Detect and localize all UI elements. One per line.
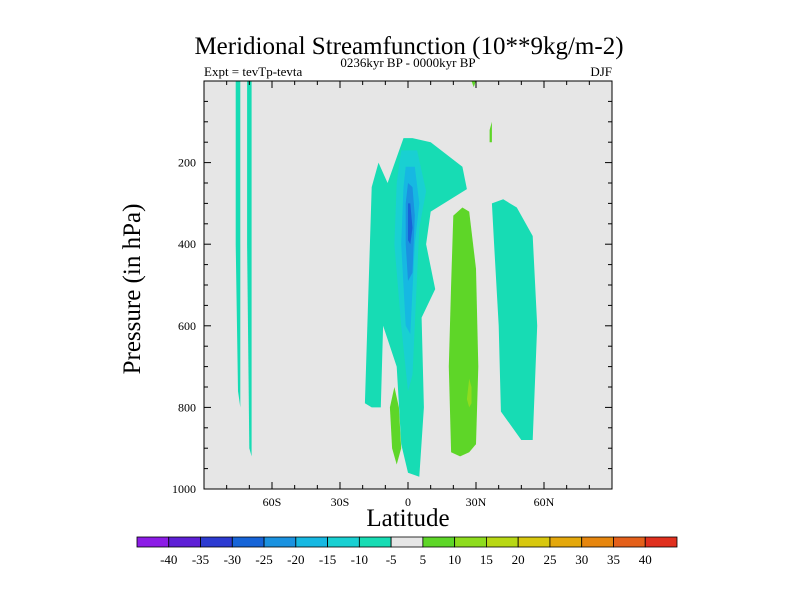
colorbar-box <box>581 536 614 548</box>
colorbar-box <box>644 536 678 548</box>
contour-regions <box>235 81 538 477</box>
colorbar-box <box>358 536 392 548</box>
y-axis-title: Pressure (in hPa) <box>119 204 146 375</box>
x-tick-label-30S: 30S <box>331 495 350 509</box>
colorbar-box <box>517 536 551 548</box>
contour-region-pos-cell-10s <box>389 387 402 465</box>
colorbar-box <box>168 536 201 548</box>
colorbar-box <box>136 536 170 548</box>
colorbar-box <box>327 536 360 548</box>
y-tick-label-200: 200 <box>178 156 196 170</box>
colorbar-label: -30 <box>224 552 241 567</box>
x-tick-label-60N: 60N <box>534 495 555 509</box>
colorbar-label: 15 <box>480 552 493 567</box>
colorbar-label: 20 <box>512 552 525 567</box>
left-label: Expt = tevTp-tevta <box>204 64 303 79</box>
chart-title: Meridional Streamfunction (10**9kg/m-2) <box>194 33 623 60</box>
colorbar-label: -20 <box>287 552 304 567</box>
x-tick-label-60S: 60S <box>263 495 282 509</box>
contour-region-neg-cell-50n <box>491 199 538 440</box>
contour-region-neg-band-75s <box>235 81 241 408</box>
colorbar-box <box>613 536 646 548</box>
colorbar-label: 35 <box>607 552 620 567</box>
colorbar-label: -25 <box>255 552 272 567</box>
colorbar-label: -40 <box>160 552 177 567</box>
x-tick-label-30N: 30N <box>466 495 487 509</box>
colorbar-label: 30 <box>575 552 588 567</box>
colorbar-label: 25 <box>543 552 556 567</box>
y-tick-label-800: 800 <box>178 400 196 414</box>
colorbar-label: -35 <box>192 552 209 567</box>
colorbar-box <box>390 536 424 548</box>
plot-area: 60S 30S 0 30N 60N 200 400 600 800 1000 <box>172 80 613 509</box>
colorbar-box <box>422 536 456 548</box>
colorbar-box <box>231 536 265 548</box>
contour-region-pos-small-35n <box>489 121 492 143</box>
center-label: 0236kyr BP - 0000kyr BP <box>340 55 475 70</box>
colorbar-box <box>549 536 583 548</box>
right-label: DJF <box>590 64 612 79</box>
colorbar-label: -10 <box>351 552 368 567</box>
contour-region-neg-broad-equatorial <box>364 138 467 477</box>
colorbar-box <box>263 536 297 548</box>
axis-ticks: 60S 30S 0 30N 60N 200 400 600 800 1000 <box>172 81 612 509</box>
colorbar-label: 5 <box>420 552 427 567</box>
contour-region-pos-top-28n <box>471 81 476 88</box>
y-tick-label-600: 600 <box>178 319 196 333</box>
y-tick-label-1000: 1000 <box>172 482 196 496</box>
colorbar-box <box>486 536 519 548</box>
colorbar-label: 10 <box>448 552 461 567</box>
colorbar-box <box>295 536 328 548</box>
y-tick-label-400: 400 <box>178 237 196 251</box>
colorbar-label: 40 <box>639 552 652 567</box>
colorbar-label: -5 <box>386 552 397 567</box>
x-axis-title: Latitude <box>366 505 449 532</box>
colorbar-box <box>200 536 233 548</box>
contour-region-neg-band-70s <box>247 81 252 457</box>
colorbar-box <box>454 536 487 548</box>
colorbar-label: -15 <box>319 552 336 567</box>
colorbar: -40 -35 -30 -25 -20 -15 -10 -5 5 10 15 20 25 30 35 40 <box>136 536 678 567</box>
contour-region-neg-core-max <box>408 203 413 245</box>
contour-region-pos-inner-25n <box>466 378 472 408</box>
x-tick-label-0: 0 <box>405 495 411 509</box>
